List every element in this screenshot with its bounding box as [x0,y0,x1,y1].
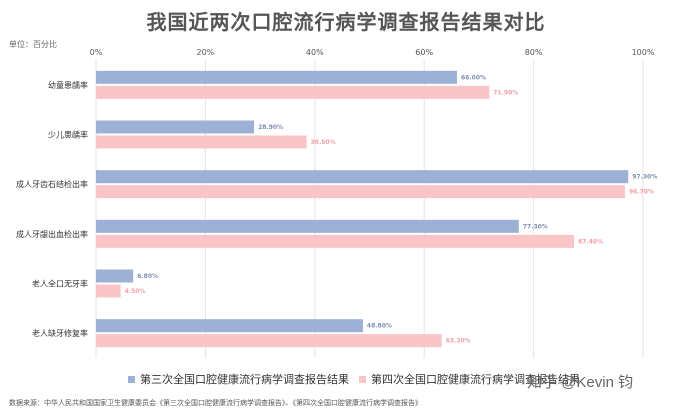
legend-item-series2: 第四次全国口腔健康流行病学调查报告结果 [359,371,580,387]
source-note: 数据来源：中华人民共和国国家卫生健康委员会《第三次全国口腔健康流行病学调查报告》… [9,399,422,407]
bar-series2 [96,135,307,149]
unit-label: 单位：百分比 [9,40,57,49]
bar-series1 [96,219,519,233]
data-label: 6.80% [137,273,158,280]
category-label: 少儿患龋率 [48,130,88,140]
category-label: 老人全口无牙率 [32,279,88,289]
bar-series2 [96,85,490,99]
legend-item-series1: 第三次全国口腔健康流行病学调查报告结果 [128,371,349,387]
legend: 第三次全国口腔健康流行病学调查报告结果 第四次全国口腔健康流行病学调查报告结果 [128,371,590,387]
category-label: 成人牙齿石结检出率 [16,179,88,189]
watermark: 知乎 @Kevin 钧 [527,374,634,391]
bar-series1 [96,269,134,283]
bar-series2 [96,284,121,298]
x-tick-label: 60% [415,48,433,57]
legend-label-series1: 第三次全国口腔健康流行病学调查报告结果 [140,373,349,386]
data-label: 4.50% [125,288,146,295]
data-label: 97.30% [632,174,657,181]
data-label: 71.90% [493,89,518,96]
data-label: 96.70% [629,189,654,196]
x-tick-label: 20% [197,48,215,57]
category-label: 幼童患龋率 [48,80,88,90]
x-tick-label: 100% [632,48,655,57]
category-label: 成人牙龈出血检出率 [16,229,88,239]
bar-series1 [96,120,255,134]
x-tick-label: 0% [90,48,103,57]
data-label: 87.40% [578,238,603,245]
bar-series2 [96,234,575,248]
chart-title: 我国近两次口腔流行病学调查报告结果对比 [146,10,546,34]
x-tick-label: 40% [306,48,324,57]
bar-series1 [96,70,458,84]
data-label: 48.80% [367,323,392,330]
data-label: 28.90% [258,124,283,131]
legend-label-series2: 第四次全国口腔健康流行病学调查报告结果 [371,373,580,386]
data-label: 77.30% [523,223,548,230]
x-tick-label: 80% [525,48,543,57]
data-label: 38.50% [311,139,336,146]
category-label: 老人缺牙修复率 [32,328,88,338]
bar-series1 [96,170,629,184]
bar-series2 [96,185,625,199]
data-label: 63.20% [446,338,471,345]
legend-swatch-series1 [128,375,135,383]
bar-series1 [96,319,363,333]
data-label: 66.00% [461,74,486,81]
bar-series2 [96,334,442,348]
legend-swatch-series2 [359,375,366,383]
